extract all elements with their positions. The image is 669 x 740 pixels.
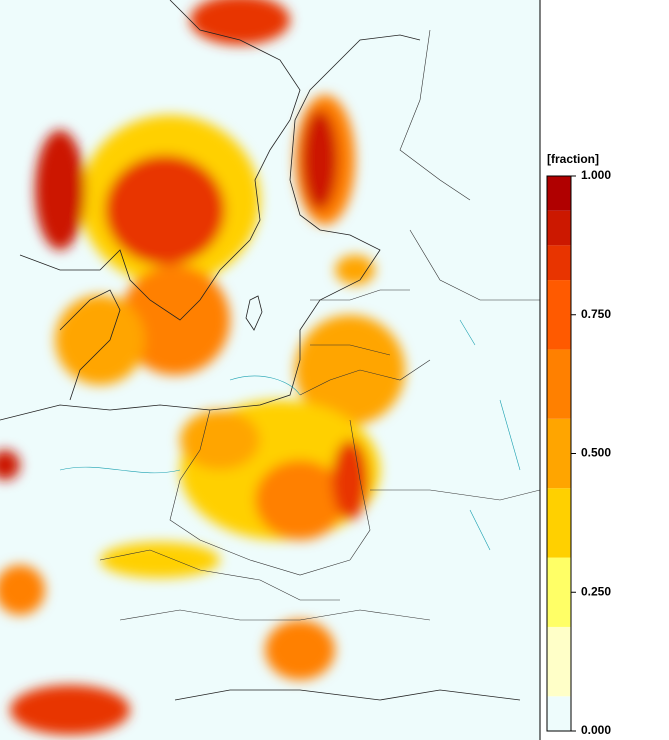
colorbar-segment bbox=[547, 557, 571, 627]
field-shading bbox=[0, 0, 405, 735]
colorbar-segment bbox=[547, 176, 571, 211]
map bbox=[0, 0, 540, 740]
coastlines bbox=[0, 0, 521, 701]
colorbar-tick-label: 1.000 bbox=[581, 168, 611, 182]
colorbar-segment bbox=[547, 626, 571, 697]
colorbar-segment bbox=[547, 696, 571, 731]
borders bbox=[99, 29, 540, 621]
contours bbox=[59, 319, 521, 551]
colorbar: 0.000 0.250 0.500 0.750 1.000 bbox=[546, 168, 611, 737]
colorbar-segment bbox=[547, 245, 571, 281]
colorbar-tick-label: 0.000 bbox=[581, 723, 611, 737]
colorbar-segment bbox=[547, 210, 571, 246]
colorbar-tick-label: 0.750 bbox=[581, 307, 611, 321]
colorbar-tick-label: 0.250 bbox=[581, 584, 611, 598]
colorbar-label: [fraction] bbox=[547, 152, 599, 166]
colorbar-tick-label: 0.500 bbox=[581, 446, 611, 460]
colorbar-segment bbox=[547, 418, 571, 489]
colorbar-segment bbox=[547, 488, 571, 558]
colorbar-segment bbox=[547, 280, 571, 350]
colorbar-segment bbox=[547, 349, 571, 419]
